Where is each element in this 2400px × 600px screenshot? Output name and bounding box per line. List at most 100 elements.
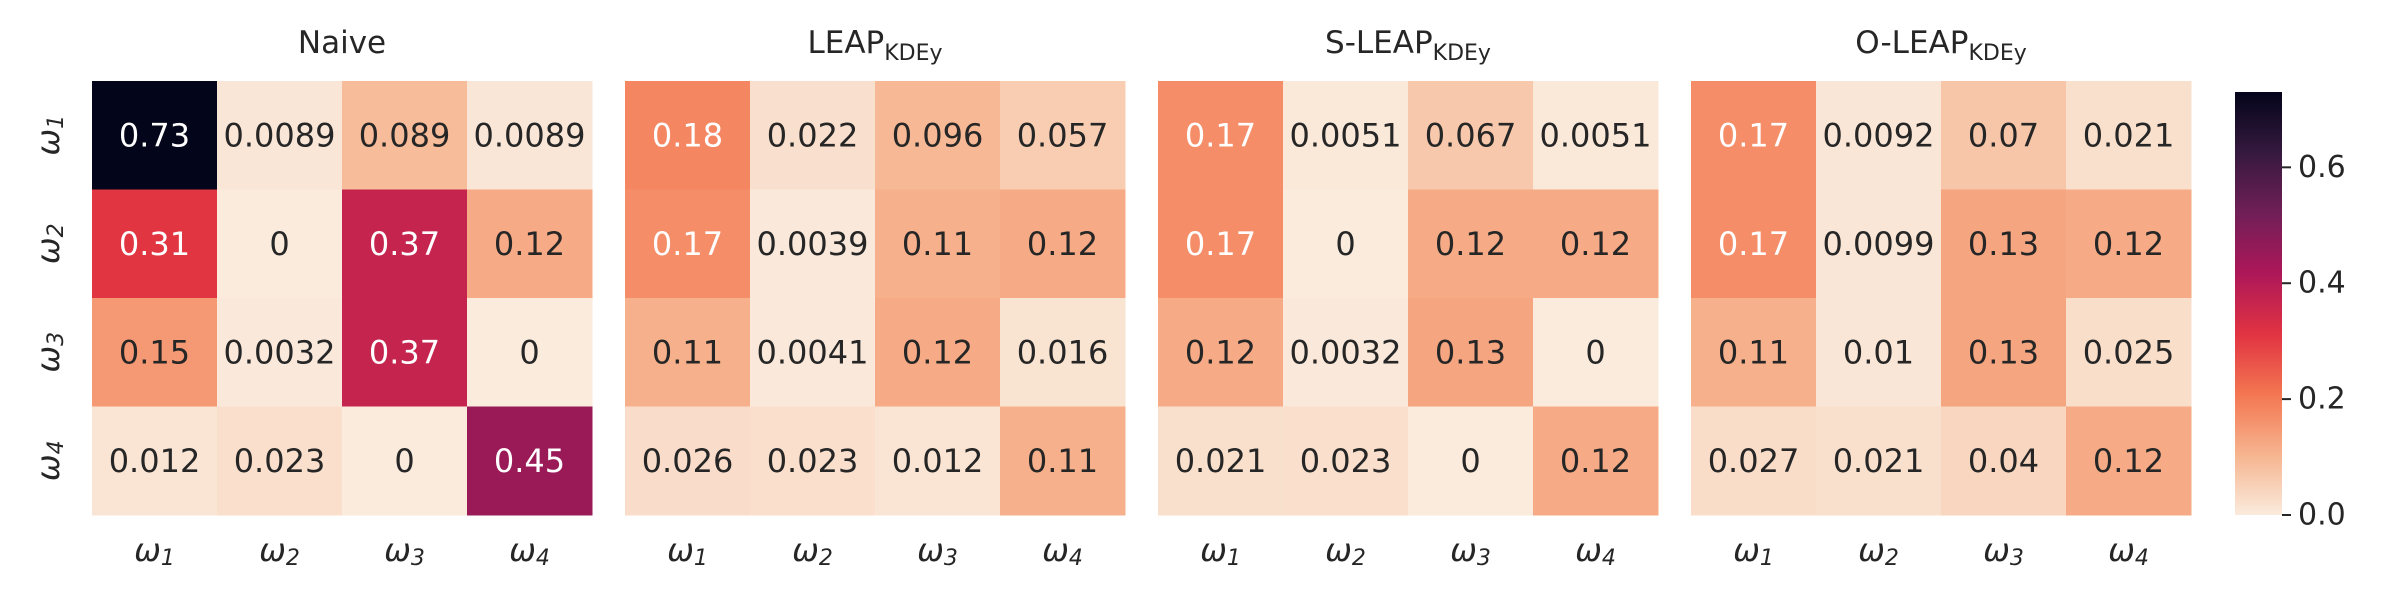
heatmap-cell [1408,81,1534,190]
heatmap-cell [1691,298,1817,407]
cell-value-label: 0.73 [119,116,190,154]
heatmap-cell [342,81,468,190]
cell-value-label: 0.089 [359,116,451,154]
heatmap-cell [1283,298,1409,407]
heatmap-cell [467,298,593,407]
x-tick-label: ω3 [1450,531,1491,571]
cell-value-label: 0 [394,442,414,480]
panel-title: LEAPKDEy [807,25,942,66]
cell-value-label: 0.096 [892,116,984,154]
cell-value-label: 0.0032 [224,333,336,371]
heatmap-cell [1816,298,1942,407]
cell-value-label: 0.026 [642,442,734,480]
cell-value-label: 0.12 [2093,225,2164,263]
cell-value-label: 0.023 [767,442,859,480]
heatmap-cell [342,406,468,516]
cell-value-label: 0.37 [369,225,440,263]
x-tick-label: ω1 [667,531,708,571]
colorbar-tick-label: 0.0 [2298,498,2346,533]
cell-value-label: 0.023 [234,442,326,480]
cell-value-label: 0.13 [1968,333,2039,371]
cell-value-label: 0.022 [767,116,859,154]
heatmap-cell [875,189,1001,299]
cell-value-label: 0.021 [1175,442,1267,480]
cell-value-label: 0.11 [652,333,723,371]
panel-title: Naive [298,25,386,61]
x-tick-label: ω4 [509,531,550,571]
cell-value-label: 0.012 [109,442,201,480]
x-tick-label: ω3 [917,531,958,571]
y-tick-label: ω4 [29,440,69,481]
y-tick-label: ω3 [29,332,69,373]
heatmap-cell [217,298,343,407]
y-tick-label: ω1 [29,115,69,156]
cell-value-label: 0.15 [119,333,190,371]
x-tick-label: ω1 [134,531,175,571]
cell-value-label: 0.016 [1017,333,1109,371]
colorbar-tick-label: 0.4 [2298,266,2346,301]
colorbar: 0.0 0.2 0.4 0.6 [2235,92,2346,533]
colorbar-gradient [2235,92,2282,515]
heatmap-cell [1158,406,1284,516]
x-tick-label: ω4 [1575,531,1616,571]
cell-value-label: 0 [1335,225,1355,263]
cell-value-label: 0.17 [1185,225,1256,263]
x-tick-label: ω2 [792,531,833,571]
heatmap-cell [625,189,751,299]
heatmap-cell [750,406,876,516]
cell-value-label: 0.13 [1968,225,2039,263]
cell-value-label: 0.37 [369,333,440,371]
cell-value-label: 0 [1460,442,1480,480]
heatmap-cell [1816,406,1942,516]
heatmap-cell [1533,406,1659,516]
heatmap-cell [875,81,1001,190]
heatmap-cell [1158,189,1284,299]
heatmap-cell [467,406,593,516]
x-tick-label: ω1 [1200,531,1241,571]
heatmap-cell [1000,81,1126,190]
heatmap-cell [875,298,1001,407]
heatmap-cell [1691,81,1817,190]
heatmap-cell [217,81,343,190]
cell-value-label: 0.025 [2083,333,2175,371]
cell-value-label: 0.17 [1718,116,1789,154]
cell-value-label: 0.0051 [1540,116,1652,154]
cell-value-label: 0.12 [1560,225,1631,263]
heatmap-cell [625,406,751,516]
panel-title: O-LEAPKDEy [1855,25,2027,66]
cell-value-label: 0.0089 [474,116,586,154]
x-tick-label: ω3 [1983,531,2024,571]
x-tick-label: ω4 [1042,531,1083,571]
cell-value-label: 0.023 [1300,442,1392,480]
cell-value-label: 0.17 [1718,225,1789,263]
heatmap-cell [625,298,751,407]
heatmap-panel: LEAPKDEy 0.18 0.022 0.096 0.057 0.17 0.0039 0.1… [625,25,1126,571]
cell-value-label: 0.11 [1027,442,1098,480]
heatmap-cell [217,406,343,516]
heatmap-cell [1941,81,2067,190]
colorbar-tick-label: 0.2 [2298,382,2346,417]
x-tick-label: ω3 [384,531,425,571]
heatmap-panel: Naive 0.73 0.0089 0.089 0.0089 0.31 0 0.37 0.12 0… [29,25,593,571]
cell-value-label: 0.021 [2083,116,2175,154]
heatmap-panel: S-LEAPKDEy 0.17 0.0051 0.067 0.0051 0.17 0 0.12… [1158,25,1659,571]
cell-value-label: 0.12 [1027,225,1098,263]
heatmap-cell [1158,298,1284,407]
heatmap-panel: O-LEAPKDEy 0.17 0.0092 0.07 0.021 0.17 0.0099 0… [1691,25,2192,571]
heatmap-cell [1816,189,1942,299]
heatmap-cell [2066,81,2192,190]
heatmap-cell [750,81,876,190]
cell-value-label: 0.12 [1560,442,1631,480]
heatmap-cell [1691,189,1817,299]
heatmap-cell [467,81,593,190]
cell-value-label: 0.012 [892,442,984,480]
cell-value-label: 0.04 [1968,442,2039,480]
x-tick-label: ω4 [2108,531,2149,571]
heatmap-cell [92,406,218,516]
cell-value-label: 0.18 [652,116,723,154]
cell-value-label: 0.01 [1843,333,1914,371]
cell-value-label: 0.31 [119,225,190,263]
cell-value-label: 0.12 [494,225,565,263]
heatmap-cell [750,189,876,299]
